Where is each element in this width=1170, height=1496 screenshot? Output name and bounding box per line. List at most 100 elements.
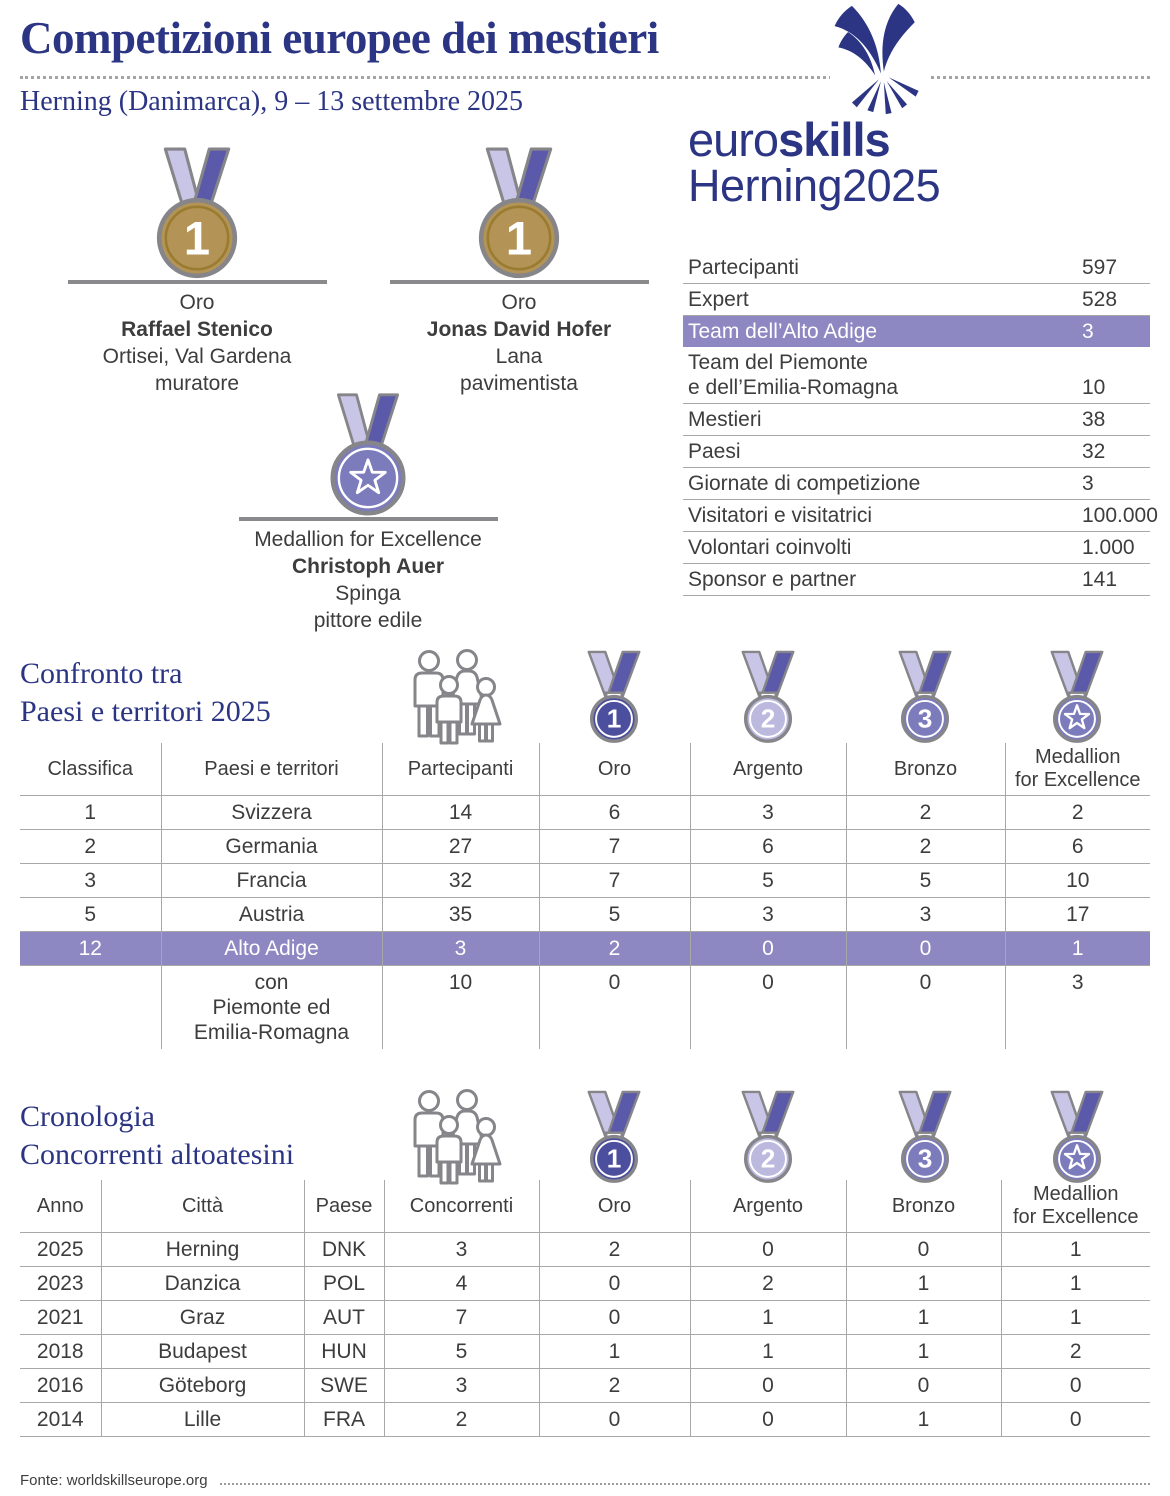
table-cell: 0: [689, 1402, 846, 1437]
stat-value: 3: [1082, 320, 1094, 343]
stats-row: Mestieri 38: [683, 404, 1150, 436]
section-title-line: Cronologia: [20, 1100, 155, 1133]
table-cell: 1: [1000, 1266, 1150, 1301]
table-row: con Piemonte ed Emilia-Romagna 10 0 0 0 …: [20, 965, 1150, 1049]
column-header: Bronzo: [845, 743, 1005, 796]
table-cell: 2: [538, 931, 690, 966]
winner-divider: [389, 279, 649, 284]
winner-card: 1 Oro Raffael Stenico Ortisei, Val Garde…: [47, 146, 347, 397]
winner-card: 1 Oro Jonas David Hofer Lana pavimentist…: [369, 146, 669, 397]
table-cell: 1: [1000, 1232, 1150, 1267]
chronology-table: Anno Città Paese Concorrenti Oro Argento…: [20, 1180, 1150, 1437]
table-row: 5 Austria 35 5 3 3 17: [20, 897, 1150, 932]
table-cell: 5: [538, 897, 690, 932]
winner-medal-label: Oro: [179, 290, 215, 314]
table-cell: 1: [845, 1334, 1001, 1369]
gold-medal-icon: 1: [473, 146, 565, 279]
excellence-medallion-icon: [1044, 650, 1110, 743]
svg-text:1: 1: [184, 211, 210, 264]
table-cell: 0: [689, 1232, 846, 1267]
table-row: 3 Francia 32 7 5 5 10: [20, 863, 1150, 898]
table-cell: 1: [689, 1300, 846, 1335]
table-cell: 6: [538, 795, 690, 830]
stats-row: Partecipanti 597: [683, 252, 1150, 284]
stats-row: Giornate di competizione 3: [683, 468, 1150, 500]
table-cell: Danzica: [100, 1266, 304, 1301]
table-cell: Svizzera: [160, 795, 382, 830]
table-cell: con Piemonte ed Emilia-Romagna: [160, 965, 382, 1049]
stat-value: 10: [1082, 376, 1106, 399]
winner-place: Ortisei, Val Gardena: [102, 344, 292, 368]
table-cell: 2021: [20, 1300, 101, 1335]
excellence-medallion-icon: [325, 392, 411, 516]
column-header: Oro: [538, 743, 690, 796]
table-cell: 12: [20, 931, 161, 966]
table-header-row: Anno Città Paese Concorrenti Oro Argento…: [20, 1180, 1150, 1233]
stat-label: Partecipanti: [688, 256, 799, 279]
table-cell: Göteborg: [100, 1368, 304, 1403]
table-cell: 2: [1000, 1334, 1150, 1369]
footer-dotted-line: [219, 1483, 1150, 1485]
table-cell: 0: [1000, 1368, 1150, 1403]
page-subtitle: Herning (Danimarca), 9 – 13 settembre 20…: [20, 86, 524, 117]
gold-medal-icon: 1: [581, 1090, 647, 1183]
stat-value: 528: [1082, 288, 1118, 311]
winner-profession: pittore edile: [313, 609, 423, 633]
table-cell: Francia: [160, 863, 382, 898]
table-row: 1 Svizzera 14 6 3 2 2: [20, 795, 1150, 830]
euroskills-logo: euroskills Herning2025: [670, 0, 1150, 220]
table-cell: 0: [538, 965, 690, 1049]
gold-medal-icon: 1: [581, 650, 647, 743]
column-header: Medallion for Excellence: [1000, 1180, 1150, 1233]
euroskills-logo-icon: [830, 2, 928, 116]
column-header: Città: [100, 1180, 304, 1233]
section-title-line: Confronto tra: [20, 657, 183, 690]
table-cell: 0: [689, 931, 846, 966]
table-cell: 2: [20, 829, 161, 864]
winner-medal-label: Medallion for Excellence: [254, 528, 482, 552]
svg-text:1: 1: [607, 1144, 622, 1174]
table-cell: 1: [538, 1334, 690, 1369]
column-header: Oro: [538, 1180, 690, 1233]
table-cell: 7: [383, 1300, 539, 1335]
table-cell: 2014: [20, 1402, 101, 1437]
table-cell: 1: [20, 795, 161, 830]
column-header: Paesi e territori: [160, 743, 382, 796]
table-cell: 2025: [20, 1232, 101, 1267]
stat-value: 597: [1082, 256, 1118, 279]
table-cell: 3: [1004, 965, 1150, 1049]
stat-value: 38: [1082, 408, 1106, 431]
table-cell: 27: [381, 829, 539, 864]
svg-text:3: 3: [918, 704, 933, 734]
stat-label: Team dell’Alto Adige: [688, 320, 878, 343]
table-cell: 2: [845, 795, 1005, 830]
stats-row: Volontari coinvolti 1.000: [683, 532, 1150, 564]
stat-label: Visitatori e visitatrici: [688, 504, 872, 527]
table-cell: 4: [383, 1266, 539, 1301]
winner-place: Lana: [495, 344, 543, 368]
column-header: Classifica: [47, 757, 134, 780]
table-cell: 2023: [20, 1266, 101, 1301]
stat-label: Mestieri: [688, 408, 762, 431]
table-cell: 3: [383, 1368, 539, 1403]
table-cell: 0: [689, 965, 846, 1049]
table-cell: HUN: [303, 1334, 384, 1369]
stats-table: Partecipanti 597 Expert 528 Team dell’Al…: [683, 252, 1158, 596]
table-cell: 0: [845, 1232, 1001, 1267]
table-row: 2016 Göteborg SWE 3 2 0 0 0: [20, 1368, 1150, 1403]
stats-row-highlighted: Team dell’Alto Adige 3: [683, 316, 1150, 347]
source-note: Fonte: worldskillseurope.org: [20, 1472, 208, 1489]
logo-event-line: Herning2025: [688, 160, 941, 211]
table-cell: Alto Adige: [160, 931, 382, 966]
svg-text:2: 2: [761, 704, 776, 734]
table-cell: 0: [689, 1368, 846, 1403]
stats-row: Paesi 32: [683, 436, 1150, 468]
participants-icon: [404, 648, 516, 746]
table-cell: 2016: [20, 1368, 101, 1403]
winner-profession: pavimentista: [460, 371, 578, 395]
table-cell: 32: [381, 863, 539, 898]
table-cell: 0: [538, 1266, 690, 1301]
table-cell: 0: [1000, 1402, 1150, 1437]
stat-value: 3: [1082, 472, 1094, 495]
